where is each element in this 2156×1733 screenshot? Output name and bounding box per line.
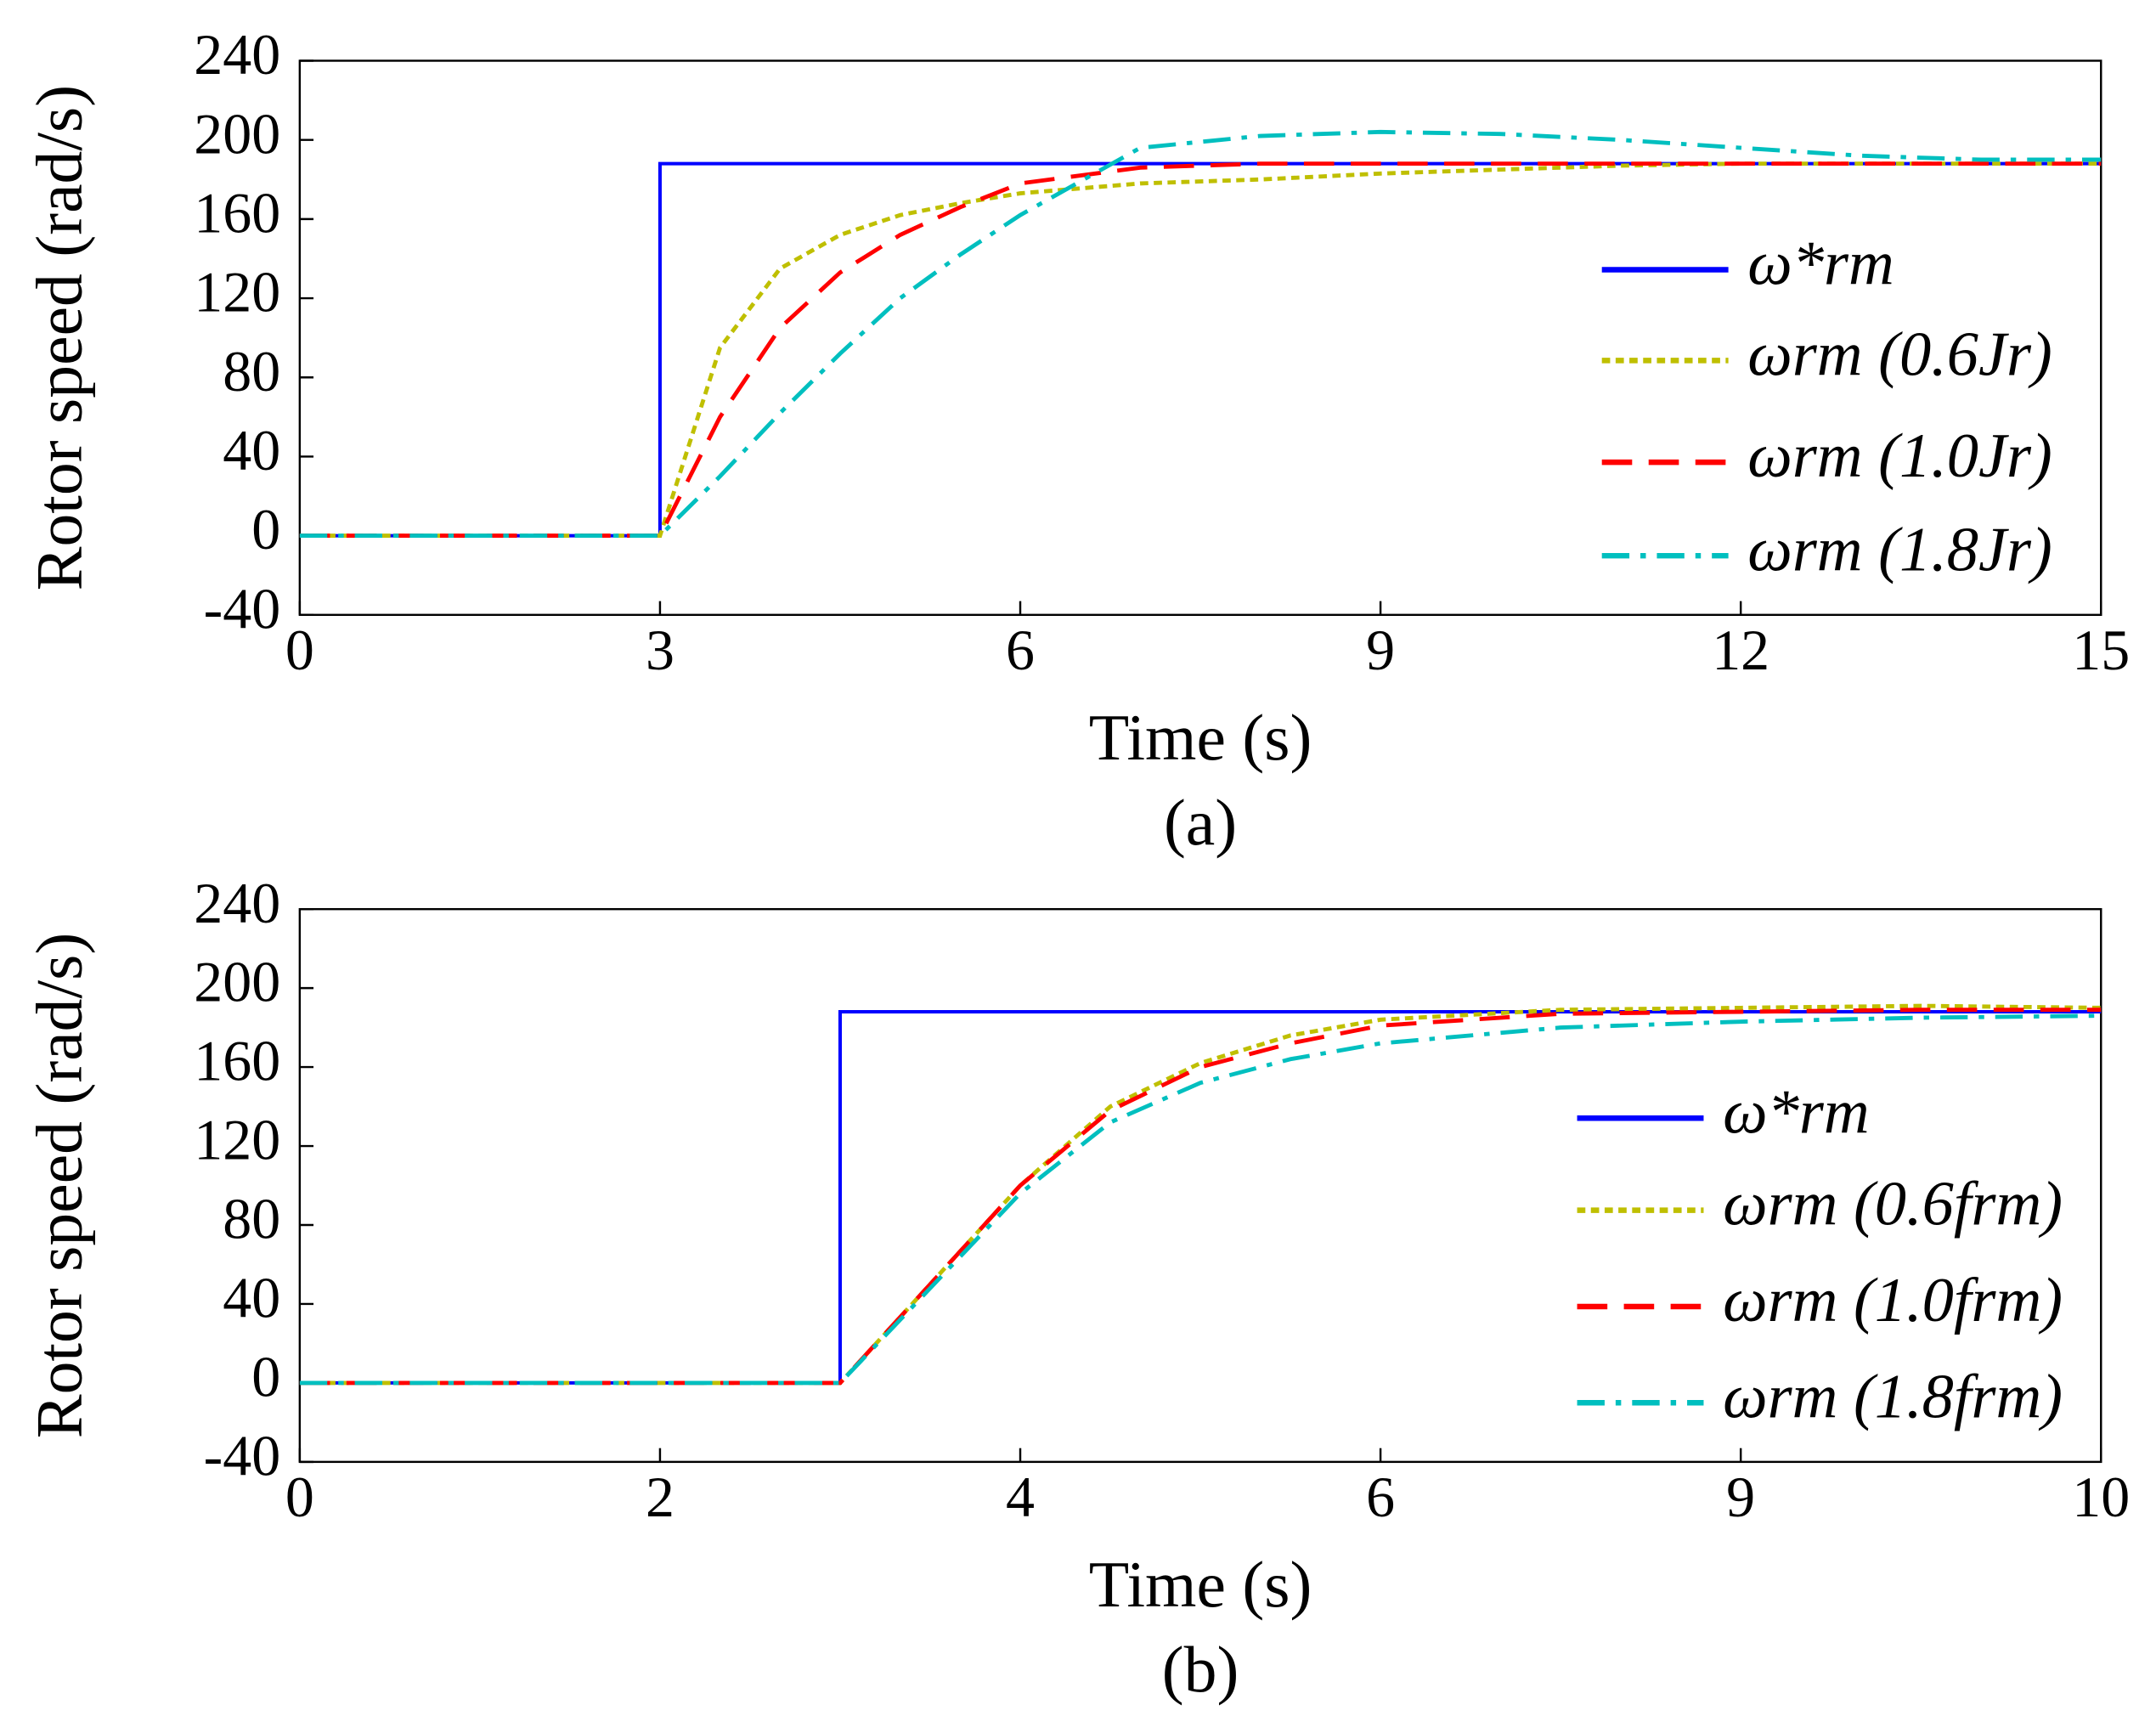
y-tick-label: 120 (194, 1108, 280, 1172)
series-line (299, 129, 2102, 539)
legend-label: ωrm (1.8frm) (1723, 1362, 2063, 1431)
y-tick-label: 160 (194, 1029, 280, 1093)
y-tick-label: 240 (194, 22, 280, 87)
x-tick-label: 3 (646, 618, 674, 682)
y-tick-label: 120 (194, 260, 280, 325)
y-tick-label: 0 (251, 1345, 280, 1409)
caption: (b) (1162, 1633, 1239, 1706)
series-line (299, 1009, 2102, 1385)
legend-label: ωrm (0.6Jr) (1747, 319, 2052, 389)
y-tick-label: 40 (223, 418, 280, 483)
x-tick-label: 9 (1366, 618, 1395, 682)
plot-frame (298, 59, 2102, 617)
x-tick-label: 10 (2072, 1465, 2130, 1529)
legend-label: ωrm (0.6frm) (1723, 1170, 2063, 1239)
y-axis-label: Rotor speed (rad/s) (23, 85, 96, 590)
x-tick-label: 12 (1712, 618, 1769, 682)
series-line (299, 161, 2102, 539)
x-tick-label: 6 (1366, 1465, 1395, 1529)
x-tick-label: 15 (2072, 618, 2130, 682)
legend-label: ωrm (1.0Jr) (1747, 421, 2052, 491)
y-tick-label: 200 (194, 101, 280, 166)
x-axis-label: Time (s) (1089, 701, 1312, 774)
y-tick-label: -40 (204, 1423, 281, 1487)
x-tick-label: 6 (1006, 618, 1035, 682)
y-axis-label: Rotor speed (rad/s) (23, 933, 96, 1438)
x-axis-label: Time (s) (1089, 1548, 1312, 1621)
plot-frame (298, 907, 2102, 1464)
y-tick-label: -40 (204, 576, 281, 641)
y-tick-label: 200 (194, 950, 280, 1014)
series-line (299, 1008, 2102, 1386)
legend-label: ω*rm (1723, 1077, 1870, 1147)
y-tick-label: 80 (223, 1187, 280, 1251)
legend-label: ωrm (1.0frm) (1723, 1266, 2063, 1335)
series-line (299, 161, 2102, 539)
y-tick-label: 0 (251, 497, 280, 562)
caption: (a) (1164, 786, 1237, 859)
y-tick-label: 40 (223, 1266, 280, 1330)
series-line (299, 1013, 2102, 1386)
x-tick-label: 9 (1726, 1465, 1755, 1529)
x-tick-label: 2 (646, 1465, 674, 1529)
y-tick-label: 80 (223, 339, 280, 404)
y-tick-label: 240 (194, 871, 280, 935)
y-tick-label: 160 (194, 180, 280, 245)
x-tick-label: 0 (285, 618, 314, 682)
legend-label: ω*rm (1747, 229, 1894, 299)
x-tick-label: 0 (285, 1465, 314, 1529)
legend-label: ωrm (1.8Jr) (1747, 515, 2052, 584)
x-tick-label: 4 (1006, 1465, 1035, 1529)
